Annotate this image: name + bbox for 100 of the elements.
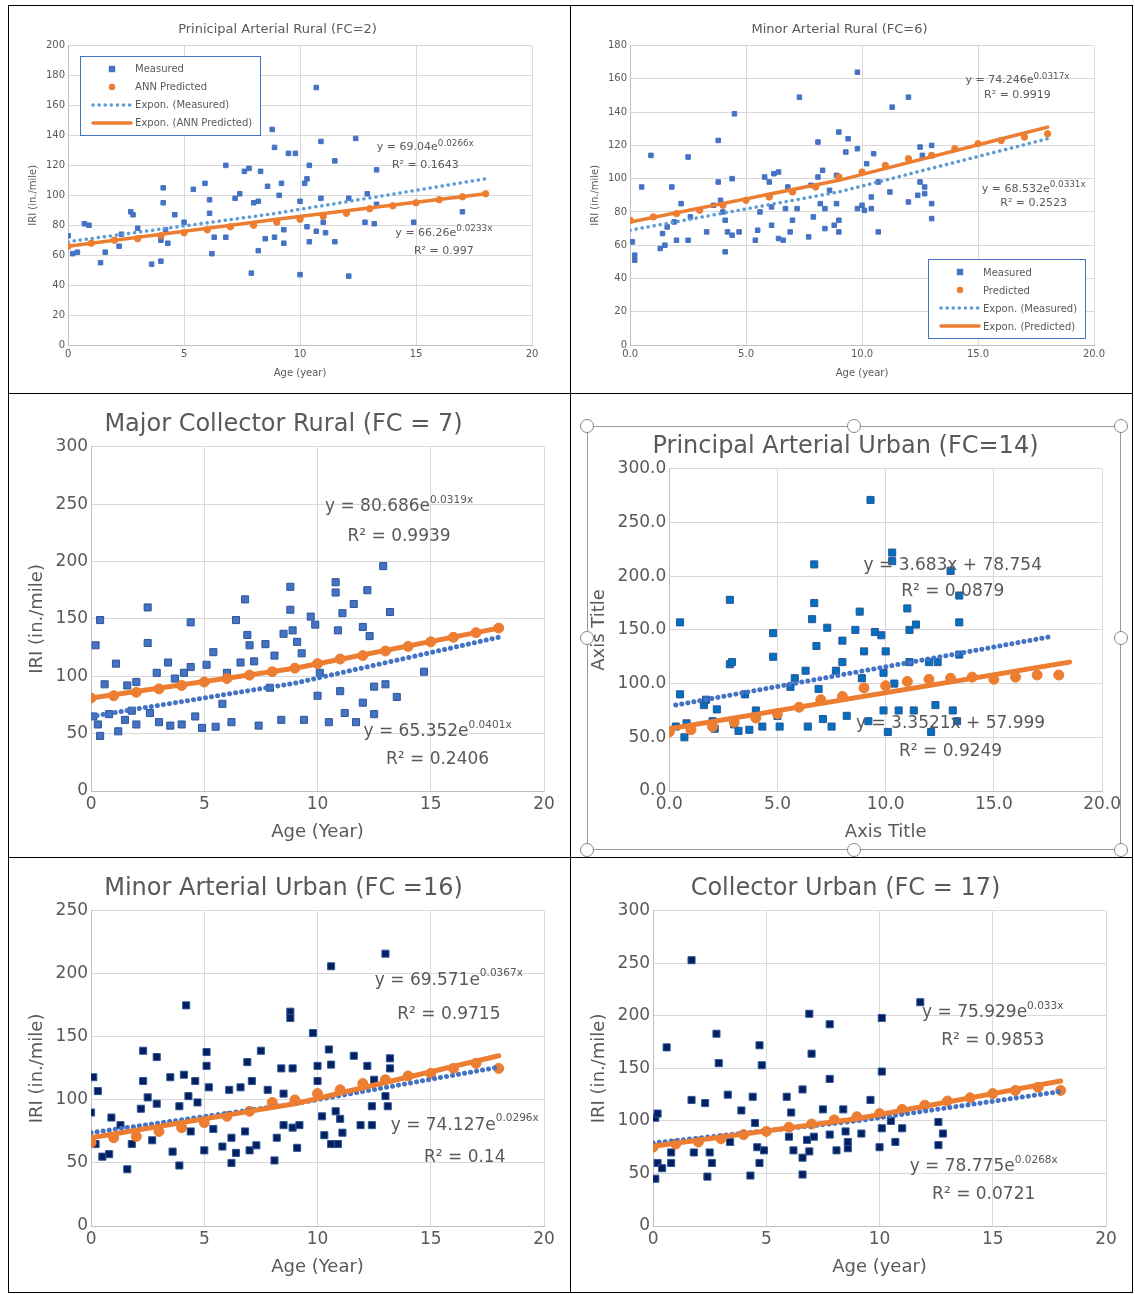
y-tick-label: 300.0 (617, 457, 667, 478)
y-tick-label: 100.0 (617, 672, 667, 693)
x-tick-label: 20 (1095, 1227, 1117, 1248)
x-axis-title: Age (year) (832, 1254, 927, 1276)
y-tick-label: 150.0 (617, 618, 667, 639)
y-axis-title: IRI (in./mile) (26, 164, 38, 226)
legend-label: Predicted (983, 284, 1030, 296)
x-tick-label: 20 (533, 1227, 555, 1248)
point (1031, 669, 1043, 681)
y-tick-label: 250 (617, 951, 651, 972)
x-axis-title: Age (Year) (271, 819, 364, 841)
y-tick-label: 100 (607, 172, 628, 184)
y-tick-label: 50.0 (628, 725, 667, 746)
legend-label: Expon. (Measured) (983, 302, 1078, 314)
annotation: R² = 0.0721 (932, 1182, 1036, 1203)
y-tick-label: 80 (614, 205, 628, 217)
y-tick-label: 100 (617, 1109, 651, 1130)
legend-label: Expon. (Measured) (135, 99, 230, 111)
annotation: R² = 0.1643 (391, 158, 459, 172)
y-tick-label: 100 (55, 1088, 89, 1109)
x-tick-label: 10 (306, 792, 329, 813)
annotation: y = 3.3521x + 57.999 (856, 711, 1046, 732)
x-tick-label: 15 (409, 347, 423, 359)
y-tick-label: 50 (628, 1161, 651, 1182)
chart-title: Principal Arterial Urban (FC=14) (652, 430, 1039, 459)
x-tick-label: 5 (198, 792, 210, 813)
y-tick-label: 20 (614, 305, 628, 317)
x-tick-label: 10 (868, 1227, 891, 1248)
y-tick-label: 80 (52, 218, 66, 230)
y-axis-title: IRI (in./mile) (587, 1013, 609, 1124)
chart-title: Minor Arterial Urban (FC =16) (104, 872, 463, 901)
x-tick-label: 5 (198, 1227, 210, 1248)
y-tick-label: 0 (58, 338, 66, 350)
x-axis-title: Age (year) (835, 366, 889, 378)
point (923, 673, 935, 685)
annotation: R² = 0.9249 (899, 739, 1003, 760)
y-tick-label: 300 (55, 435, 89, 456)
y-tick-label: 60 (52, 248, 66, 260)
y-axis-title: IRI (in./mile) (25, 1013, 47, 1124)
annotation: R² = 0.9853 (941, 1029, 1045, 1050)
x-tick-label: 5.0 (738, 347, 755, 359)
point (901, 675, 913, 687)
chart-title: Collector Urban (FC = 17) (690, 872, 1001, 901)
y-tick-label: 150 (55, 607, 89, 628)
point (1053, 669, 1065, 681)
y-axis-title: IRI (in./mile) (588, 164, 600, 226)
y-tick-label: 40 (614, 272, 628, 284)
annotation: R² = 0.2406 (385, 748, 490, 769)
y-tick-label: 140 (607, 105, 628, 117)
y-tick-label: 40 (52, 278, 66, 290)
annotation: y = 3.683x + 78.754 (863, 553, 1042, 574)
annotation: R² = 0.2523 (1000, 195, 1068, 209)
y-tick-label: 180 (607, 39, 628, 51)
annotation: R² = 0.997 (413, 243, 474, 257)
x-tick-label: 10.0 (866, 792, 905, 813)
y-tick-label: 100 (45, 188, 66, 200)
x-tick-label: 15.0 (974, 792, 1013, 813)
legend-label: Expon. (ANN Predicted) (135, 117, 253, 129)
x-tick-label: 15 (419, 1227, 442, 1248)
legend-label: ANN Predicted (135, 81, 208, 93)
y-tick-label: 180 (45, 69, 66, 81)
y-tick-label: 140 (45, 129, 66, 141)
annotation: R² = 0.0879 (901, 579, 1005, 600)
point (1020, 133, 1029, 141)
x-tick-label: 10 (306, 1227, 329, 1248)
x-tick-label: 15.0 (966, 347, 990, 359)
y-tick-label: 200 (45, 39, 66, 51)
x-tick-label: 15 (981, 1227, 1004, 1248)
x-axis-title: Age (Year) (271, 1254, 364, 1276)
annotation: R² = 0.9715 (397, 1002, 501, 1023)
y-tick-label: 160 (607, 72, 628, 84)
x-tick-label: 20 (533, 792, 555, 813)
y-tick-label: 300 (617, 899, 651, 920)
y-tick-label: 150 (617, 1056, 651, 1077)
x-tick-label: 5 (180, 347, 188, 359)
y-tick-label: 250.0 (617, 510, 667, 531)
y-tick-label: 200 (617, 1004, 651, 1025)
y-tick-label: 120 (45, 158, 66, 170)
chart-title: Prinicipal Arterial Rural (FC=2) (178, 21, 377, 37)
legend-label: Measured (135, 63, 184, 75)
legend-label: Measured (983, 266, 1032, 278)
annotation: R² = 0.9939 (347, 524, 451, 545)
y-tick-label: 120 (607, 138, 628, 150)
y-tick-label: 200 (55, 549, 89, 570)
y-tick-label: 200.0 (617, 564, 667, 585)
y-tick-label: 150 (55, 1025, 89, 1046)
point (1043, 130, 1052, 138)
chart-title: Major Collector Rural (FC = 7) (104, 408, 463, 437)
y-axis-title: IRI (in./mile) (25, 564, 47, 674)
y-tick-label: 250 (55, 899, 89, 920)
y-tick-label: 100 (55, 664, 89, 685)
chart-title: Minor Arterial Rural (FC=6) (751, 21, 928, 37)
x-tick-label: 5.0 (763, 792, 791, 813)
y-tick-label: 50 (66, 1151, 89, 1172)
point (880, 680, 892, 692)
x-tick-label: 15 (419, 792, 442, 813)
annotation: R² = 0.9919 (984, 87, 1051, 101)
x-tick-label: 5 (760, 1227, 772, 1248)
y-tick-label: 0 (620, 338, 628, 350)
x-axis-title: Axis Title (844, 819, 927, 841)
